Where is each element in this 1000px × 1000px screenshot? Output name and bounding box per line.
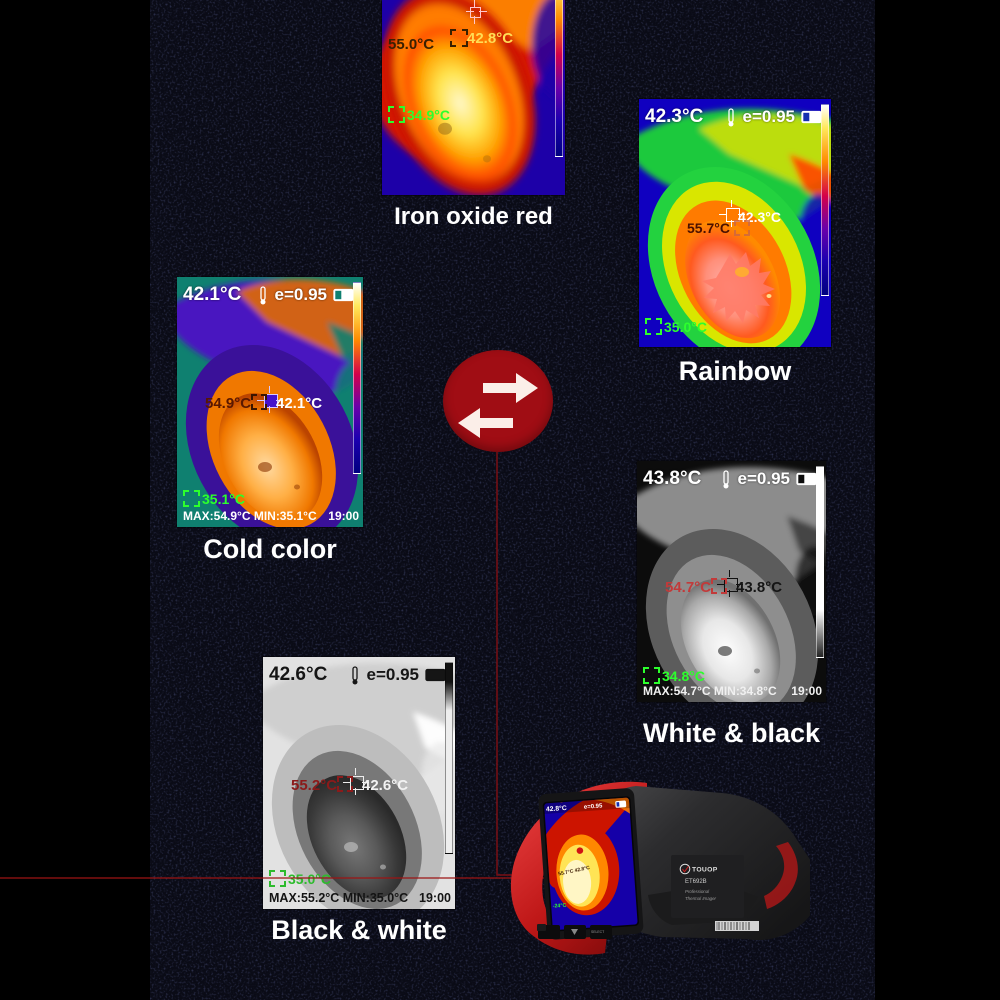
svg-text:ET692B: ET692B	[685, 879, 707, 885]
svg-text:42.8°C: 42.8°C	[546, 804, 567, 813]
svg-text:TOUOP: TOUOP	[692, 867, 718, 874]
svg-text:-24°C: -24°C	[553, 903, 567, 910]
svg-text:Professional: Professional	[685, 889, 710, 894]
svg-text:Thermal Imager: Thermal Imager	[685, 896, 717, 901]
svg-text:SELECT: SELECT	[591, 930, 604, 934]
